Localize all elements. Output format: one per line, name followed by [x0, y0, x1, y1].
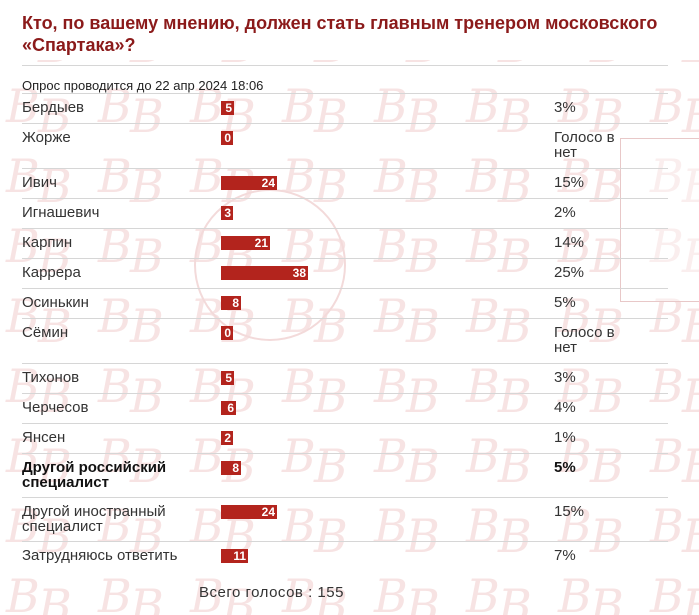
poll-option-percent: 5% — [554, 459, 576, 476]
poll-option-name: Сёмин — [22, 324, 69, 341]
poll-option-percent: Голосо в нет — [554, 129, 615, 161]
poll-option-percent: Голосо в нет — [554, 324, 615, 356]
poll-option-bar: 3 — [221, 206, 233, 220]
poll-option-bar: 8 — [221, 461, 241, 475]
total-votes: Всего голосов : 155 — [199, 584, 344, 601]
poll-option-name: Игнашевич — [22, 204, 100, 221]
poll-option-name: Другой российский специалист — [22, 459, 167, 491]
poll-option-row: Жорже 0 Голосо в нет — [22, 123, 668, 168]
poll-option-name: Жорже — [22, 129, 71, 146]
poll-widget: Кто, по вашему мнению, должен стать глав… — [22, 0, 668, 571]
poll-option-percent: 5% — [554, 294, 576, 311]
poll-option-row: Карпин 21 14% — [22, 228, 668, 258]
poll-option-name: Осинькин — [22, 294, 89, 311]
poll-option-bar: 21 — [221, 236, 270, 250]
poll-option-bar: 2 — [221, 431, 233, 445]
poll-option-percent: 15% — [554, 174, 585, 191]
poll-option-row: Каррера 38 25% — [22, 258, 668, 288]
poll-option-name: Каррера — [22, 264, 81, 281]
poll-option-name: Затрудняюсь ответить — [22, 547, 178, 564]
poll-option-percent: 25% — [554, 264, 585, 281]
poll-option-name: Тихонов — [22, 369, 80, 386]
poll-option-bar: 0 — [221, 131, 233, 145]
poll-option-name: Карпин — [22, 234, 73, 251]
poll-option-percent: 14% — [554, 234, 585, 251]
poll-option-bar: 24 — [221, 505, 277, 519]
poll-option-percent: 3% — [554, 99, 576, 116]
poll-option-row: Игнашевич 3 2% — [22, 198, 668, 228]
poll-option-row: Бердыев 5 3% — [22, 93, 668, 123]
poll-option-row: Затрудняюсь ответить 11 7% — [22, 541, 668, 571]
poll-option-percent: 4% — [554, 399, 576, 416]
poll-option-row: Осинькин 8 5% — [22, 288, 668, 318]
poll-option-name: Янсен — [22, 429, 66, 446]
poll-option-bar: 0 — [221, 326, 233, 340]
side-panel-fragment — [620, 138, 699, 302]
poll-option-bar: 6 — [221, 401, 236, 415]
poll-option-percent: 3% — [554, 369, 576, 386]
poll-option-percent: 15% — [554, 503, 585, 520]
poll-option-row: Черчесов 6 4% — [22, 393, 668, 423]
poll-options-list: Бердыев 5 3% Жорже 0 Голосо в нет Ивич 24 15% Игн… — [22, 93, 668, 571]
poll-title: Кто, по вашему мнению, должен стать глав… — [22, 13, 658, 55]
poll-option-name: Другой иностранный специалист — [22, 503, 166, 535]
poll-option-row: Сёмин 0 Голосо в нет — [22, 318, 668, 363]
poll-option-percent: 2% — [554, 204, 576, 221]
poll-option-row: Ивич 24 15% — [22, 168, 668, 198]
poll-option-row: Другой российский специалист 8 5% — [22, 453, 668, 497]
poll-option-percent: 7% — [554, 547, 576, 564]
poll-option-name: Бердыев — [22, 99, 85, 116]
poll-option-bar: 24 — [221, 176, 277, 190]
poll-option-bar: 8 — [221, 296, 241, 310]
poll-option-bar: 38 — [221, 266, 308, 280]
poll-option-bar: 5 — [221, 371, 234, 385]
poll-option-row: Янсен 2 1% — [22, 423, 668, 453]
poll-option-row: Другой иностранный специалист 24 15% — [22, 497, 668, 541]
poll-option-name: Черчесов — [22, 399, 89, 416]
poll-deadline: Опрос проводится до 22 апр 2024 18:06 — [22, 65, 668, 93]
poll-option-name: Ивич — [22, 174, 57, 191]
poll-option-row: Тихонов 5 3% — [22, 363, 668, 393]
poll-option-bar: 11 — [221, 549, 248, 563]
poll-option-bar: 5 — [221, 101, 234, 115]
poll-option-percent: 1% — [554, 429, 576, 446]
